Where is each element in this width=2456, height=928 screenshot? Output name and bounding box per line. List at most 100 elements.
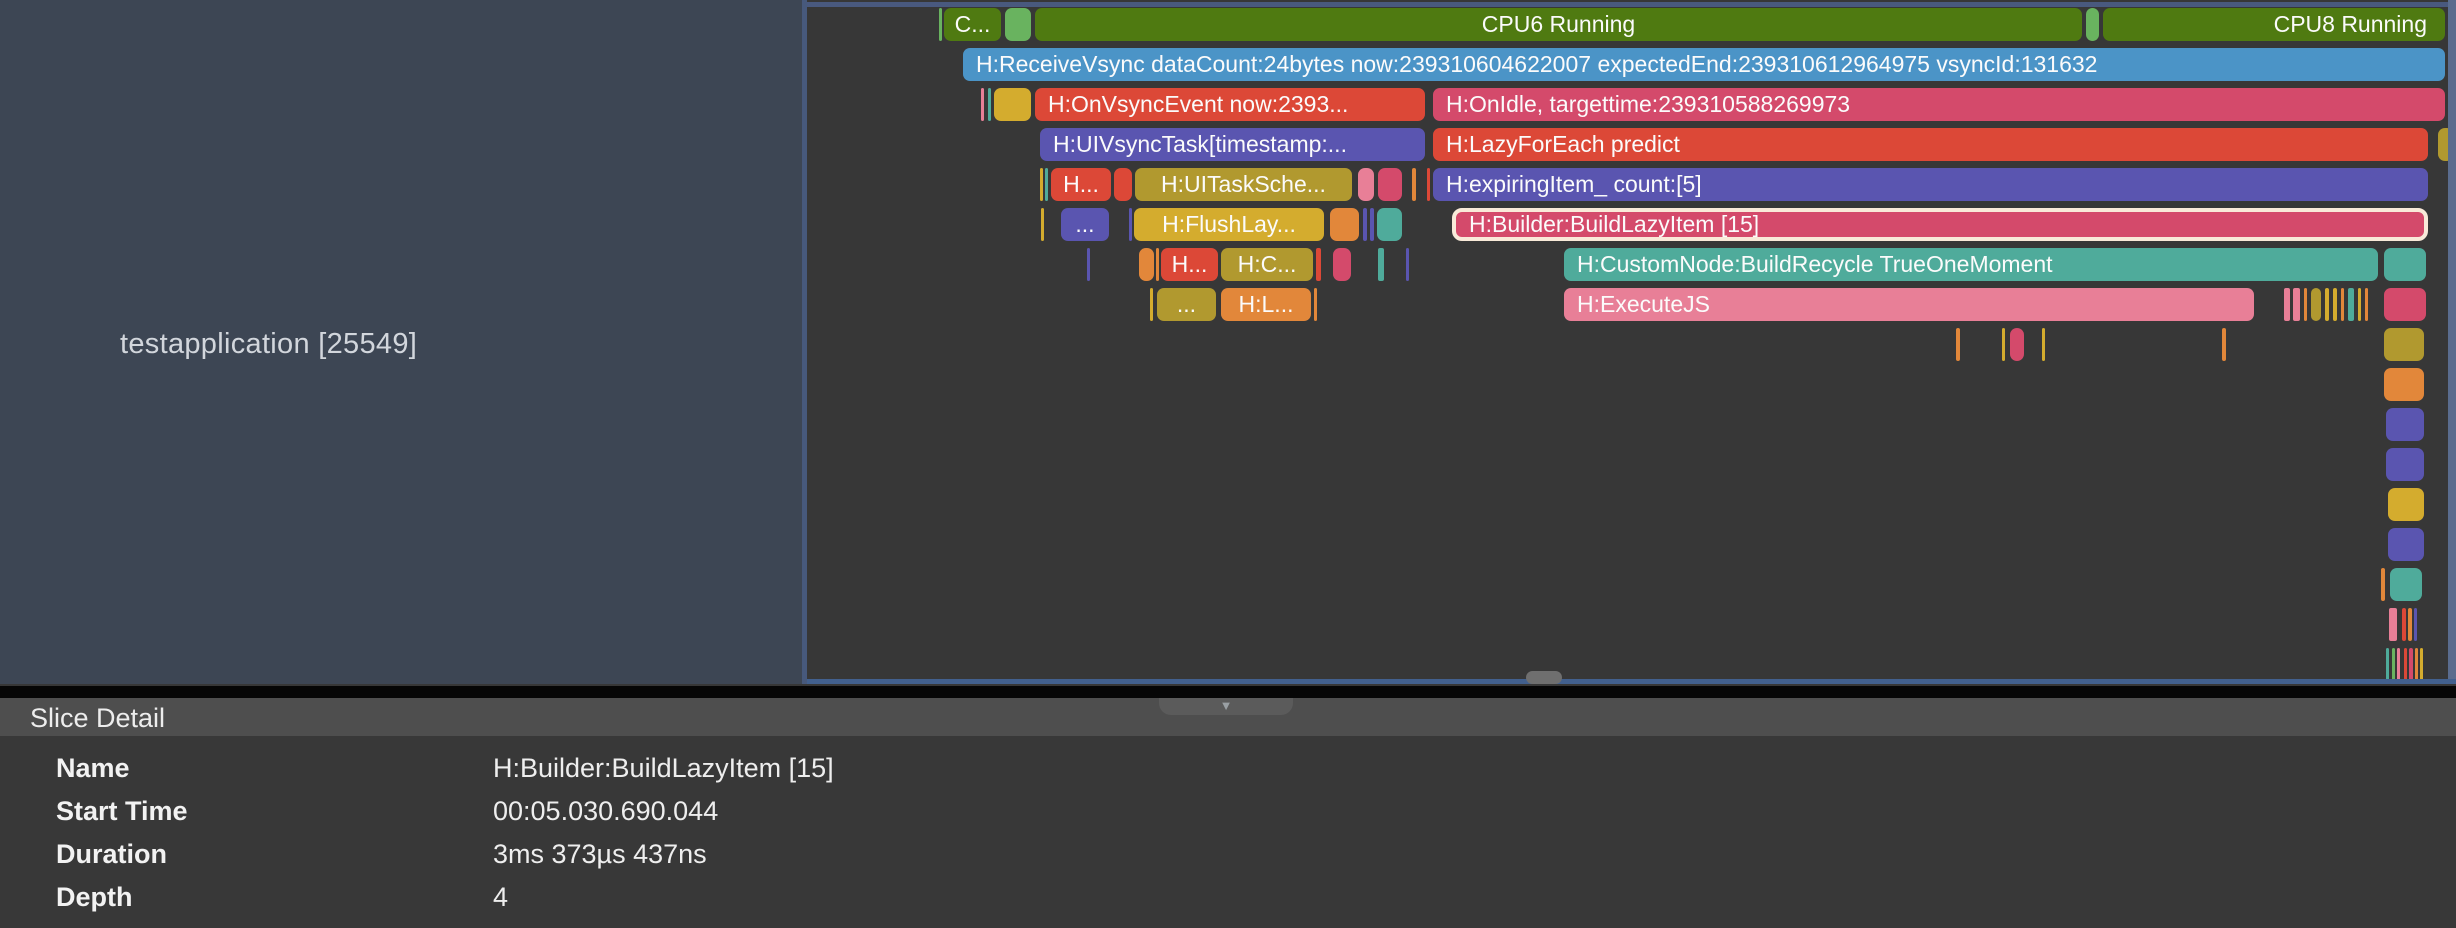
trace-slice[interactable]: [2333, 288, 2337, 321]
trace-slice[interactable]: H:ExecuteJS: [1564, 288, 2254, 321]
trace-slice[interactable]: [1956, 328, 1960, 361]
trace-slice[interactable]: [2365, 288, 2368, 321]
trace-slice[interactable]: [2404, 648, 2407, 681]
trace-slice[interactable]: [2010, 328, 2024, 361]
trace-slice[interactable]: [2384, 248, 2426, 281]
trace-slice[interactable]: [2348, 288, 2354, 321]
trace-slice[interactable]: [2390, 568, 2422, 601]
trace-slice[interactable]: [1045, 168, 1048, 201]
trace-slice[interactable]: [988, 88, 991, 121]
trace-slice[interactable]: [1406, 248, 1409, 281]
trace-slice[interactable]: H:LazyForEach predict: [1433, 128, 2428, 161]
trace-slice[interactable]: CPU8 Running: [2103, 8, 2445, 41]
detail-row-duration: Duration 3ms 373µs 437ns: [0, 838, 2456, 870]
trace-slice[interactable]: [1314, 288, 1317, 321]
process-panel: testapplication [25549]: [0, 0, 802, 684]
vertical-scrollbar[interactable]: [2448, 0, 2456, 684]
trace-slice[interactable]: [2086, 8, 2099, 41]
trace-slice[interactable]: [1087, 248, 1090, 281]
trace-slice[interactable]: [2388, 528, 2424, 561]
detail-field-label: Duration: [56, 839, 167, 869]
trace-slice[interactable]: [1041, 208, 1044, 241]
trace-slice[interactable]: H:UITaskSche...: [1135, 168, 1352, 201]
trace-slice[interactable]: [994, 88, 1031, 121]
trace-slice[interactable]: [2397, 648, 2400, 681]
trace-slice[interactable]: [2384, 368, 2424, 401]
trace-slice[interactable]: [1330, 208, 1359, 241]
trace-slice[interactable]: [2311, 288, 2321, 321]
trace-slice[interactable]: [2389, 608, 2397, 641]
detail-field-value: 4: [493, 882, 509, 912]
trace-slice[interactable]: [2293, 288, 2300, 321]
trace-slice[interactable]: [2284, 288, 2290, 321]
collapse-panel-tab[interactable]: ▼: [1159, 698, 1293, 715]
trace-slice[interactable]: [2420, 648, 2423, 681]
trace-slice[interactable]: H:C...: [1221, 248, 1313, 281]
trace-slice[interactable]: ...: [1061, 208, 1109, 241]
trace-slice[interactable]: H:FlushLay...: [1134, 208, 1324, 241]
trace-slice[interactable]: [2386, 408, 2424, 441]
trace-slice[interactable]: [2304, 288, 2307, 321]
trace-slice[interactable]: [1005, 8, 1031, 41]
detail-row-name: Name H:Builder:BuildLazyItem [15]: [0, 752, 2456, 784]
trace-slice[interactable]: [2408, 608, 2412, 641]
trace-slice[interactable]: [1316, 248, 1321, 281]
trace-slice[interactable]: H:OnVsyncEvent now:2393...: [1035, 88, 1425, 121]
trace-slice[interactable]: [2386, 448, 2424, 481]
trace-slice[interactable]: [1377, 208, 1402, 241]
trace-slice[interactable]: ...: [1157, 288, 1216, 321]
slice-detail-title: Slice Detail: [30, 703, 166, 733]
trace-slice[interactable]: [2341, 288, 2344, 321]
trace-slice[interactable]: CPU6 Running: [1035, 8, 2082, 41]
trace-slice[interactable]: [2402, 608, 2406, 641]
trace-slice[interactable]: [1150, 288, 1153, 321]
trace-slice[interactable]: [2386, 648, 2389, 681]
trace-slice[interactable]: [1378, 168, 1402, 201]
trace-slice[interactable]: [1370, 208, 1374, 241]
trace-slice[interactable]: [2384, 328, 2424, 361]
trace-slice[interactable]: [2438, 128, 2448, 161]
trace-slice[interactable]: [1156, 248, 1159, 281]
trace-slice[interactable]: [981, 88, 984, 121]
trace-slice[interactable]: [2381, 568, 2385, 601]
trace-slice[interactable]: [2409, 648, 2413, 681]
trace-slice[interactable]: [2222, 328, 2226, 361]
trace-slice[interactable]: H:L...: [1221, 288, 1311, 321]
trace-slice[interactable]: H...: [1161, 248, 1218, 281]
trace-slice[interactable]: [2388, 488, 2424, 521]
trace-slice[interactable]: H:CustomNode:BuildRecycle TrueOneMoment: [1564, 248, 2378, 281]
trace-slice[interactable]: [2002, 328, 2005, 361]
trace-slice[interactable]: [2042, 328, 2045, 361]
panel-splitter[interactable]: [0, 686, 2456, 698]
trace-slice[interactable]: [2325, 288, 2329, 321]
trace-slice[interactable]: [1114, 168, 1132, 201]
horizontal-scrollbar-thumb[interactable]: [1526, 671, 1562, 684]
trace-slice[interactable]: [1129, 208, 1132, 241]
trace-slice[interactable]: C...: [944, 8, 1001, 41]
trace-slice[interactable]: [2392, 648, 2395, 681]
trace-slice[interactable]: [1358, 168, 1374, 201]
trace-slice[interactable]: [2414, 608, 2417, 641]
trace-slice[interactable]: [1412, 168, 1416, 201]
trace-slice[interactable]: [1427, 168, 1430, 201]
panel-divider[interactable]: [802, 0, 807, 684]
trace-slice[interactable]: [2415, 648, 2418, 681]
flame-chart[interactable]: C... CPU6 Running CPU8 Running H:ReceiveVsy…: [807, 0, 2448, 684]
trace-slice[interactable]: H:OnIdle, targettime:239310588269973: [1433, 88, 2445, 121]
trace-slice[interactable]: H...: [1051, 168, 1111, 201]
trace-slice[interactable]: H:ReceiveVsync dataCount:24bytes now:239…: [963, 48, 2445, 81]
trace-slice[interactable]: [1363, 208, 1367, 241]
trace-slice[interactable]: [1139, 248, 1154, 281]
trace-slice[interactable]: [2384, 288, 2426, 321]
flame-top-strip: [807, 2, 2448, 7]
detail-field-label: Name: [56, 753, 130, 783]
trace-slice[interactable]: [1378, 248, 1384, 281]
trace-slice[interactable]: H:Builder:BuildLazyItem [15]: [1452, 208, 2428, 241]
trace-slice[interactable]: [939, 8, 942, 41]
trace-slice[interactable]: [1040, 168, 1043, 201]
trace-slice[interactable]: H:expiringItem_ count:[5]: [1433, 168, 2428, 201]
trace-slice[interactable]: [1333, 248, 1351, 281]
trace-slice[interactable]: [2358, 288, 2361, 321]
trace-slice[interactable]: H:UIVsyncTask[timestamp:...: [1040, 128, 1425, 161]
